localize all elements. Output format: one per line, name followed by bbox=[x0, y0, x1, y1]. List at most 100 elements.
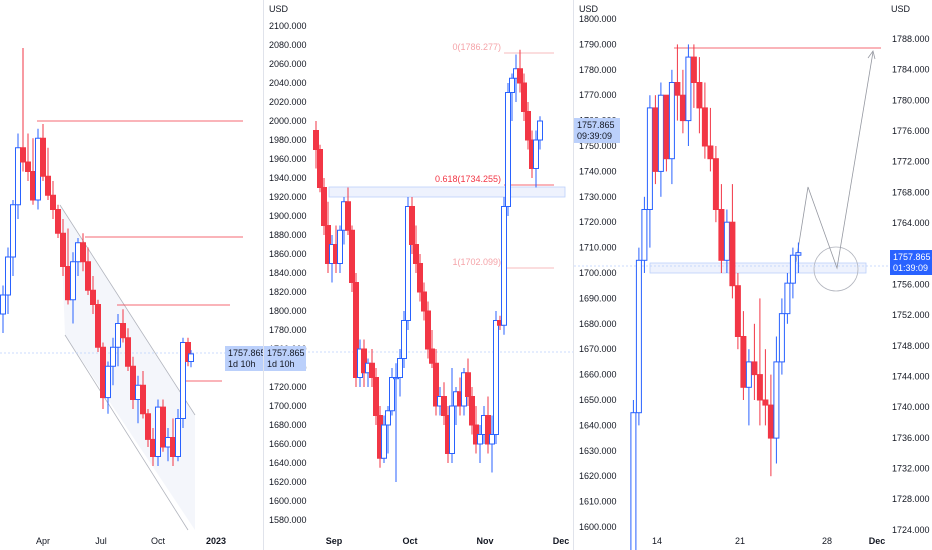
candle-down bbox=[652, 107, 659, 172]
x-tick-label: Oct bbox=[151, 536, 166, 546]
candle-down bbox=[369, 362, 375, 378]
x-tick-label: Apr bbox=[36, 536, 50, 546]
candle-down bbox=[55, 209, 61, 234]
y-tick-label-left: 1650.000 bbox=[579, 395, 617, 405]
candle-down bbox=[762, 399, 769, 406]
candle-up bbox=[175, 418, 181, 457]
y-tick-label-right: 1768.000 bbox=[892, 187, 930, 197]
candle-up bbox=[501, 206, 507, 326]
candle-down bbox=[170, 437, 176, 457]
candle-up bbox=[723, 221, 730, 261]
candle-down bbox=[663, 94, 670, 160]
candle-up bbox=[493, 320, 499, 435]
x-tick-label: 21 bbox=[735, 536, 745, 546]
candle-up bbox=[449, 405, 455, 454]
candle-down bbox=[313, 130, 319, 150]
candle-up bbox=[75, 242, 81, 263]
y-tick-label-left: 1800.000 bbox=[579, 14, 617, 24]
fib-level-label: 0(1786.277) bbox=[452, 42, 501, 52]
y-tick-label-right: 1764.000 bbox=[892, 218, 930, 228]
y-tick-label-right: 1772.000 bbox=[892, 157, 930, 167]
candle-down bbox=[80, 242, 86, 263]
y-tick-label: 1800.000 bbox=[269, 306, 307, 316]
projection-path bbox=[795, 51, 874, 270]
candle-down bbox=[125, 337, 131, 367]
y-tick-label-left: 1770.000 bbox=[579, 90, 617, 100]
candle-up bbox=[381, 424, 387, 459]
candle-up bbox=[105, 365, 111, 399]
candle-down bbox=[120, 323, 126, 339]
y-tick-label: 1660.000 bbox=[269, 439, 307, 449]
y-tick-label-left: 1640.000 bbox=[579, 420, 617, 430]
target-circle bbox=[813, 246, 859, 292]
candle-down bbox=[317, 149, 323, 188]
candle-up bbox=[477, 434, 483, 445]
candle-down bbox=[140, 384, 146, 415]
middle-chart-panel[interactable]: USD 2100.000 2080.000 2060.000 2040.000 2020.… bbox=[264, 0, 573, 550]
candle-up bbox=[337, 229, 343, 264]
candle-up bbox=[784, 282, 791, 315]
candle-down bbox=[525, 111, 531, 141]
x-tick-label: Nov bbox=[476, 536, 493, 546]
left-chart-panel[interactable]: 1757.865 1d 10h Apr Jul Oct 2023 bbox=[0, 0, 263, 550]
y-tick-label-right: 1740.000 bbox=[892, 402, 930, 412]
candle-up bbox=[135, 384, 141, 400]
candle-down bbox=[433, 362, 439, 407]
panel-divider bbox=[263, 0, 264, 550]
y-tick-label-left: 1730.000 bbox=[579, 192, 617, 202]
candle-up bbox=[155, 406, 161, 458]
price-label-countdown: 09:39:09 bbox=[577, 131, 612, 141]
y-tick-label-right: 1744.000 bbox=[892, 371, 930, 381]
candle-up bbox=[70, 261, 76, 301]
candle-up bbox=[657, 94, 664, 172]
y-tick-label: 1680.000 bbox=[269, 420, 307, 430]
y-tick-label: 1880.000 bbox=[269, 230, 307, 240]
candle-down bbox=[50, 194, 56, 210]
y-tick-label: 1780.000 bbox=[269, 325, 307, 335]
candle-up bbox=[489, 434, 495, 445]
y-tick-label: 2040.000 bbox=[269, 78, 307, 88]
y-tick-label-left: 1620.000 bbox=[579, 471, 617, 481]
candle-down bbox=[740, 336, 747, 388]
axis-unit: USD bbox=[891, 4, 911, 14]
candle-down bbox=[729, 221, 736, 287]
candle-up bbox=[110, 346, 116, 367]
candle-up bbox=[635, 259, 642, 414]
right-chart: USD USD1800.0001790.0001780.0001770.00017… bbox=[574, 4, 932, 550]
y-tick-label-left: 1780.000 bbox=[579, 65, 617, 75]
candle-down bbox=[707, 145, 714, 160]
y-tick-label-left: 1700.000 bbox=[579, 268, 617, 278]
y-tick-label: 2000.000 bbox=[269, 116, 307, 126]
fib-level-label: 1(1702.099) bbox=[452, 257, 501, 267]
y-tick-label-left: 1790.000 bbox=[579, 39, 617, 49]
y-tick-label: 1640.000 bbox=[269, 458, 307, 468]
candle-up bbox=[405, 206, 411, 321]
candle-up bbox=[537, 120, 543, 141]
candle-down bbox=[696, 82, 703, 109]
y-tick-label-left: 1630.000 bbox=[579, 446, 617, 456]
candle-up bbox=[389, 377, 395, 412]
candle-down bbox=[65, 266, 71, 301]
y-tick-label-left: 1670.000 bbox=[579, 344, 617, 354]
y-tick-label-right: 1748.000 bbox=[892, 341, 930, 351]
price-label bbox=[225, 346, 263, 371]
price-label-countdown: 1d 10h bbox=[267, 359, 295, 369]
candle-down bbox=[712, 158, 719, 210]
panel-divider bbox=[573, 0, 574, 550]
candle-up bbox=[35, 137, 41, 201]
y-tick-label-left: 1680.000 bbox=[579, 319, 617, 329]
y-tick-label: 1720.000 bbox=[269, 382, 307, 392]
right-chart-panel[interactable]: USD USD 1800.000 1790.000 1780.000 1770.000 17… bbox=[574, 0, 932, 550]
y-tick-label: 2060.000 bbox=[269, 59, 307, 69]
price-label-value: 1757.865 bbox=[267, 348, 305, 358]
candle-up bbox=[505, 92, 511, 207]
y-tick-label-left: 1660.000 bbox=[579, 370, 617, 380]
candle-down bbox=[30, 171, 36, 201]
candle-down bbox=[441, 396, 447, 416]
y-tick-label-right: 1732.000 bbox=[892, 464, 930, 474]
candle-down bbox=[521, 82, 527, 112]
y-tick-label-right: 1788.000 bbox=[892, 34, 930, 44]
candle-down bbox=[349, 229, 355, 283]
y-tick-label: 2100.000 bbox=[269, 21, 307, 31]
